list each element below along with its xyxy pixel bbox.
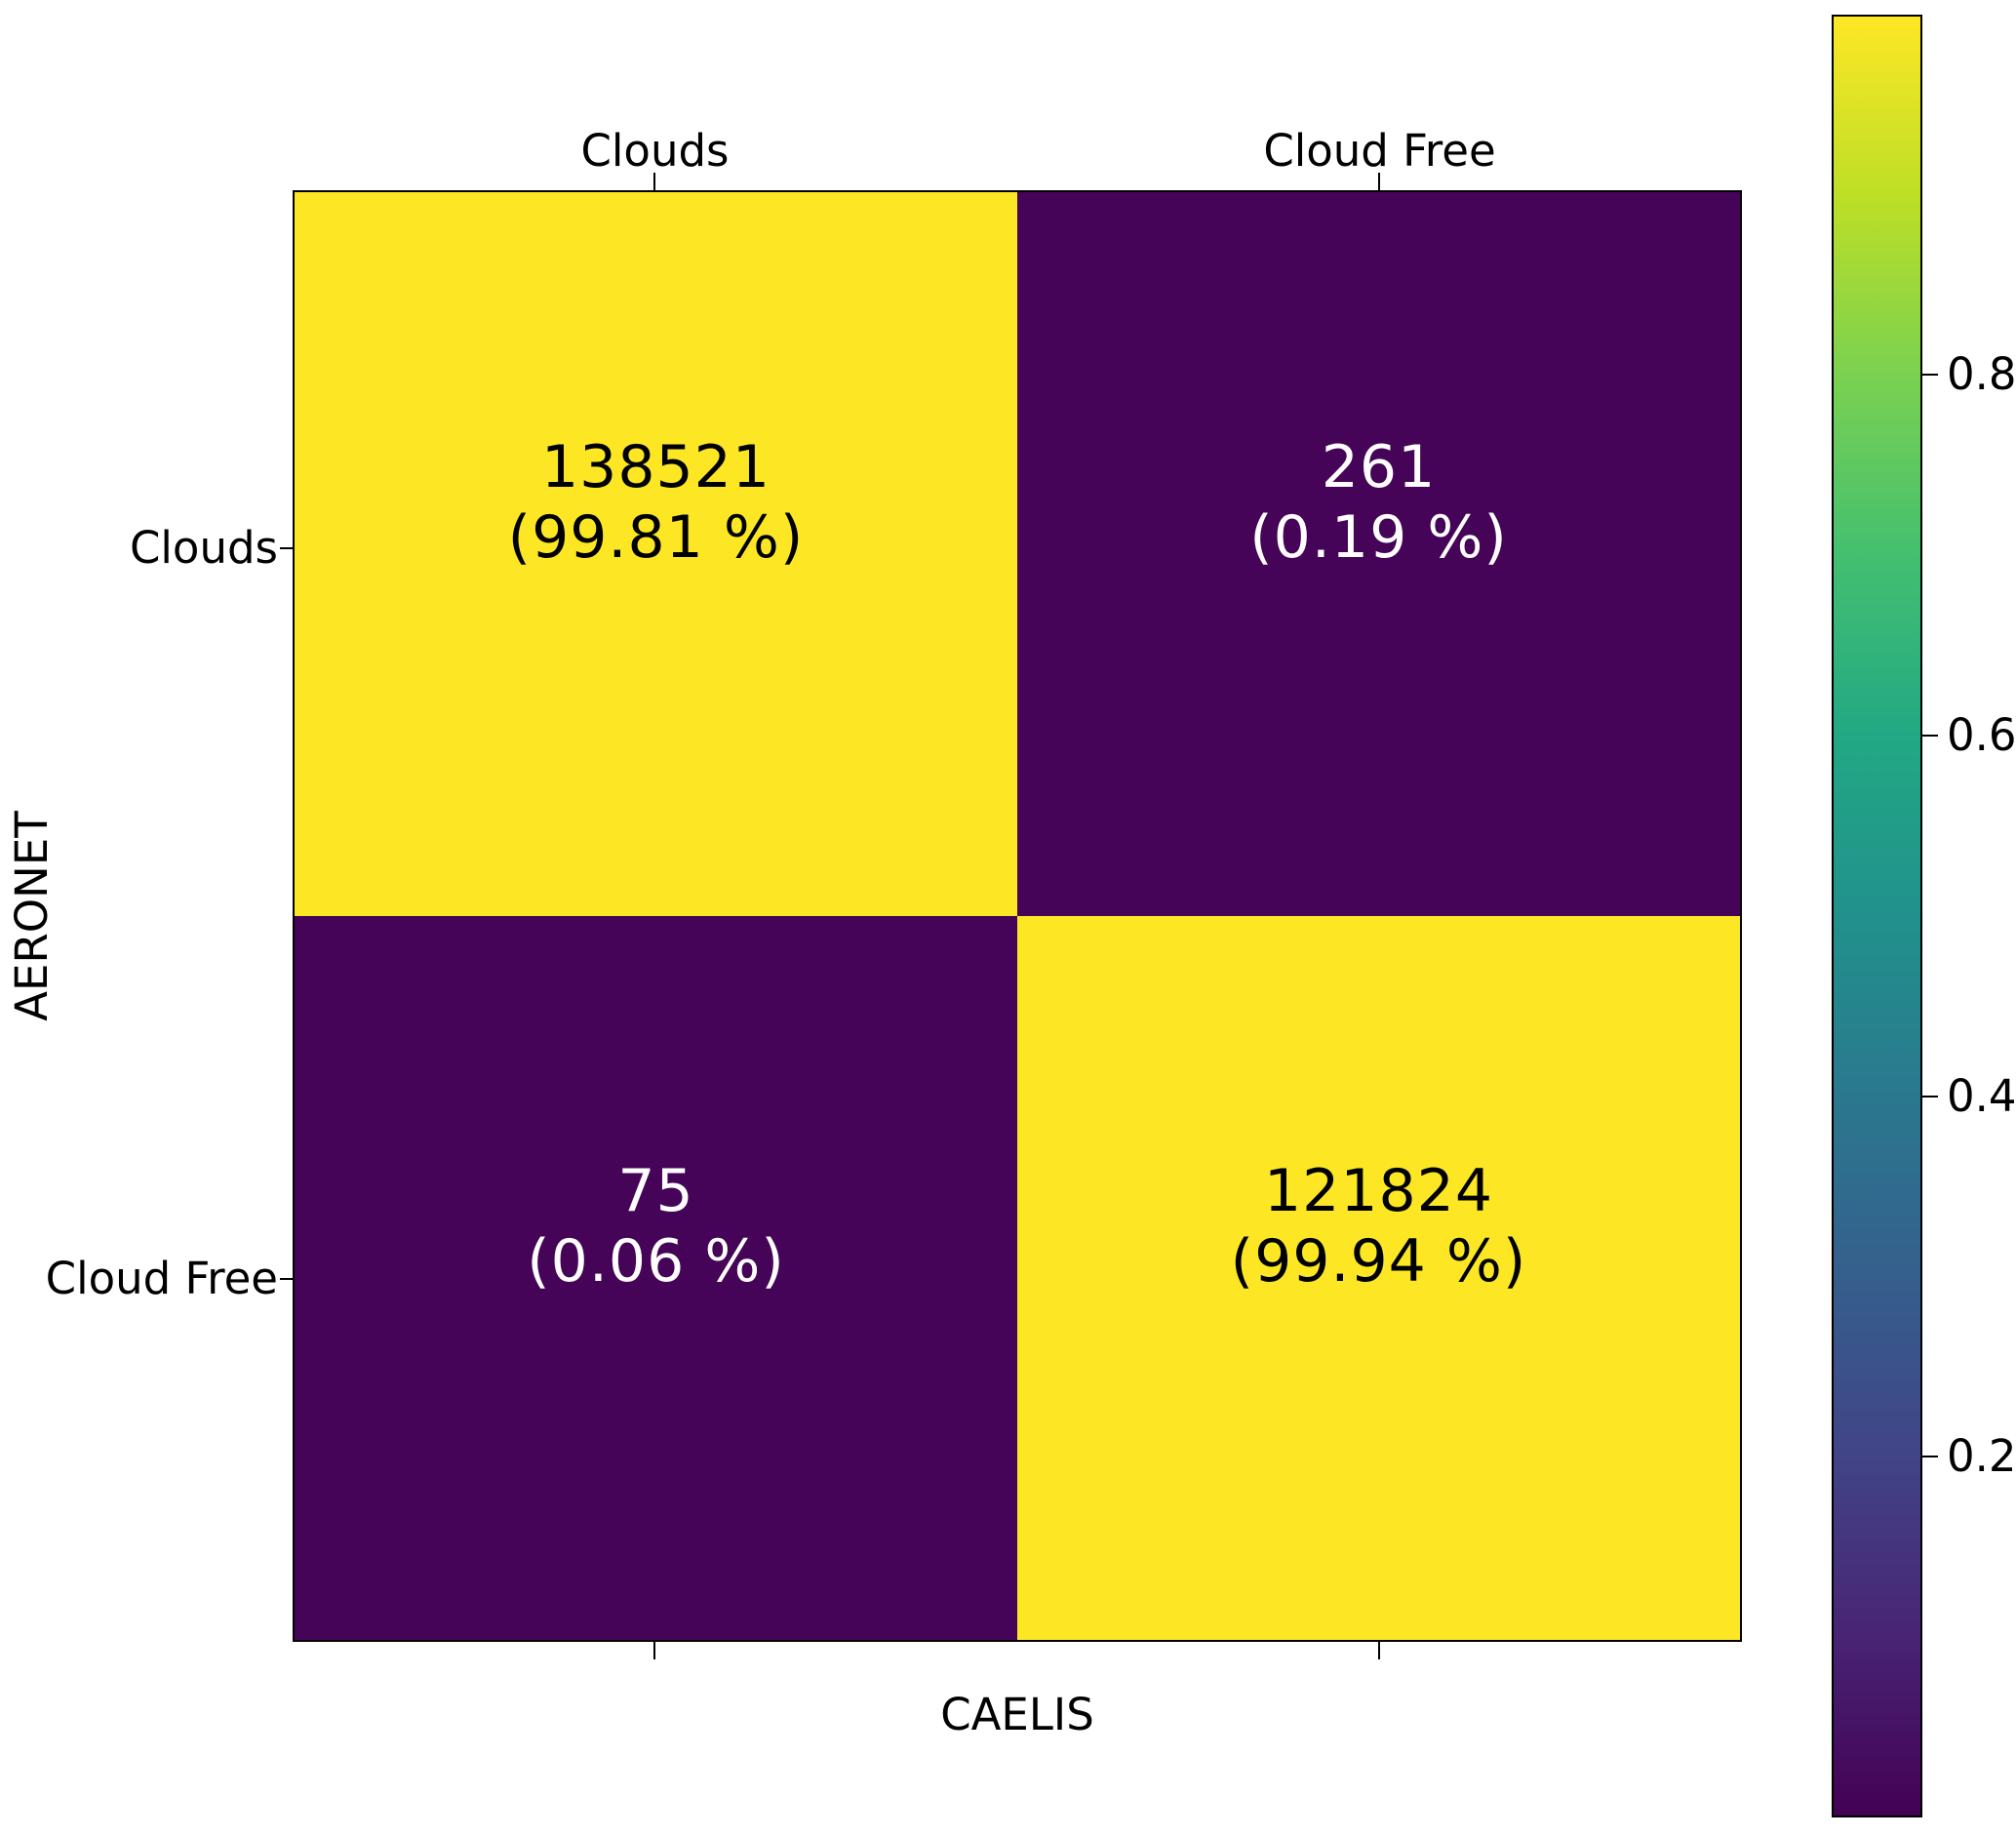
cell-percent: (99.81 %) bbox=[507, 503, 805, 572]
cell-percent: (0.06 %) bbox=[527, 1227, 785, 1296]
colorbar-tick-label: 0.4 bbox=[1947, 1070, 2016, 1122]
cell-count: 75 bbox=[617, 1157, 694, 1225]
y-axis-label: AERONET bbox=[6, 811, 58, 1021]
x-tick-label-clouds: Clouds bbox=[580, 125, 730, 177]
cell-aeronet-clouds-caelis-cloud-free: 261 (0.19 %) bbox=[1017, 192, 1740, 916]
x-tick-mark-bottom-clouds bbox=[653, 1642, 655, 1659]
cell-value-text: 261 (0.19 %) bbox=[1249, 432, 1508, 573]
y-tick-label-cloud-free: Cloud Free bbox=[45, 1253, 278, 1304]
cell-value-text: 121824 (99.94 %) bbox=[1231, 1156, 1527, 1297]
y-tick-label-clouds: Clouds bbox=[130, 522, 278, 574]
cell-aeronet-cloud-free-caelis-clouds: 75 (0.06 %) bbox=[295, 916, 1017, 1640]
cell-percent: (0.19 %) bbox=[1249, 503, 1508, 572]
colorbar-tick-mark bbox=[1922, 1456, 1938, 1457]
cell-percent: (99.94 %) bbox=[1230, 1227, 1527, 1296]
colorbar-tick-mark bbox=[1922, 735, 1938, 737]
x-axis-label: CAELIS bbox=[940, 1689, 1094, 1740]
colorbar-tick-label: 0.6 bbox=[1947, 709, 2016, 761]
cell-aeronet-cloud-free-caelis-cloud-free: 121824 (99.94 %) bbox=[1017, 916, 1740, 1640]
x-tick-label-cloud-free: Cloud Free bbox=[1263, 125, 1496, 177]
colorbar-tick-label: 0.2 bbox=[1947, 1430, 2016, 1482]
colorbar-tick-mark bbox=[1922, 1096, 1938, 1098]
cell-value-text: 138521 (99.81 %) bbox=[508, 432, 805, 573]
cell-aeronet-clouds-caelis-clouds: 138521 (99.81 %) bbox=[295, 192, 1017, 916]
heatmap-plot-area: 138521 (99.81 %) 261 (0.19 %) 75 (0.06 %… bbox=[293, 190, 1742, 1642]
colorbar-viridis bbox=[1832, 15, 1922, 1817]
x-tick-mark-top-cloud-free bbox=[1378, 173, 1380, 190]
colorbar-tick-mark bbox=[1922, 374, 1938, 376]
y-tick-mark-clouds bbox=[280, 547, 293, 549]
cell-value-text: 75 (0.06 %) bbox=[527, 1156, 785, 1297]
x-tick-mark-bottom-cloud-free bbox=[1378, 1642, 1380, 1659]
y-tick-mark-cloud-free bbox=[280, 1278, 293, 1280]
cell-count: 261 bbox=[1321, 433, 1437, 501]
cell-count: 138521 bbox=[540, 433, 771, 501]
cell-count: 121824 bbox=[1263, 1157, 1494, 1225]
x-tick-mark-top-clouds bbox=[653, 173, 655, 190]
colorbar-tick-label: 0.8 bbox=[1947, 348, 2016, 400]
